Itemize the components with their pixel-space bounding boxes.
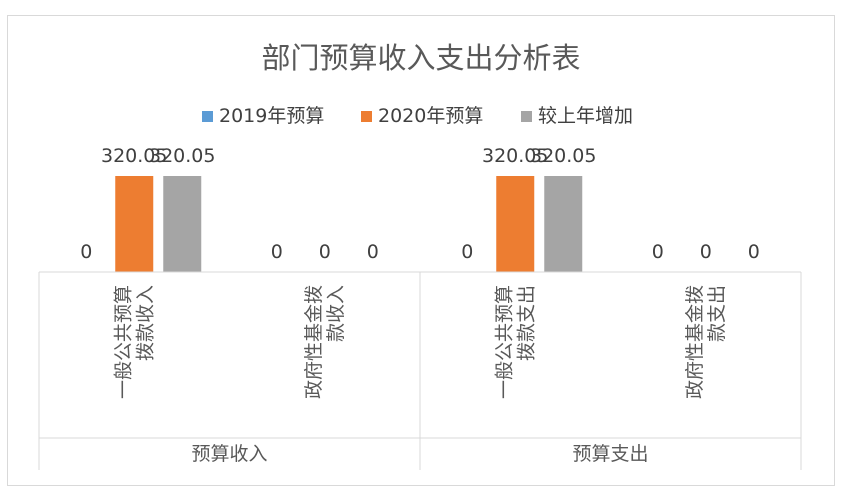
category-label: 政府性基金拨 <box>684 285 706 399</box>
category-label: 一般公共预算 <box>493 285 515 399</box>
bar <box>544 176 583 272</box>
chart-title: 部门预算收入支出分析表 <box>261 41 580 75</box>
data-labels: 0 0 0 0 320.05 0 320.05 0 320.05 0 320.05 0 <box>80 145 760 263</box>
data-label: 0 <box>271 241 283 263</box>
data-label: 0 <box>700 241 712 263</box>
category-label: 款支出 <box>706 285 728 342</box>
bar <box>163 176 202 272</box>
data-label: 320.05 <box>149 145 215 167</box>
category-label: 拨款支出 <box>515 285 537 361</box>
data-label: 0 <box>80 241 92 263</box>
legend-swatch <box>361 111 372 122</box>
data-label: 320.05 <box>530 145 596 167</box>
bars <box>115 176 583 272</box>
data-label: 320.05 <box>482 145 548 167</box>
legend: 2019年预算 2020年预算 较上年增加 <box>202 105 633 127</box>
data-label: 0 <box>652 241 664 263</box>
legend-label: 2020年预算 <box>378 105 483 127</box>
data-label: 0 <box>319 241 331 263</box>
legend-label: 较上年增加 <box>538 105 633 127</box>
group-label: 预算支出 <box>572 443 648 465</box>
bar <box>496 176 535 272</box>
data-label: 320.05 <box>101 145 167 167</box>
category-label: 政府性基金拨 <box>303 285 325 399</box>
legend-label: 2019年预算 <box>219 105 324 127</box>
data-label: 0 <box>748 241 760 263</box>
data-label: 0 <box>367 241 379 263</box>
category-label: 拨款收入 <box>134 285 156 361</box>
legend-swatch <box>202 111 213 122</box>
group-label: 预算收入 <box>191 443 267 465</box>
category-label: 一般公共预算 <box>112 285 134 399</box>
bar <box>115 176 154 272</box>
category-label: 款收入 <box>325 285 347 342</box>
legend-swatch <box>521 111 532 122</box>
category-axis: 一般公共预算 拨款收入 政府性基金拨 款收入预算收入一般公共预算 拨款支出 政府性基金拨款… <box>38 271 802 470</box>
data-label: 0 <box>461 241 473 263</box>
